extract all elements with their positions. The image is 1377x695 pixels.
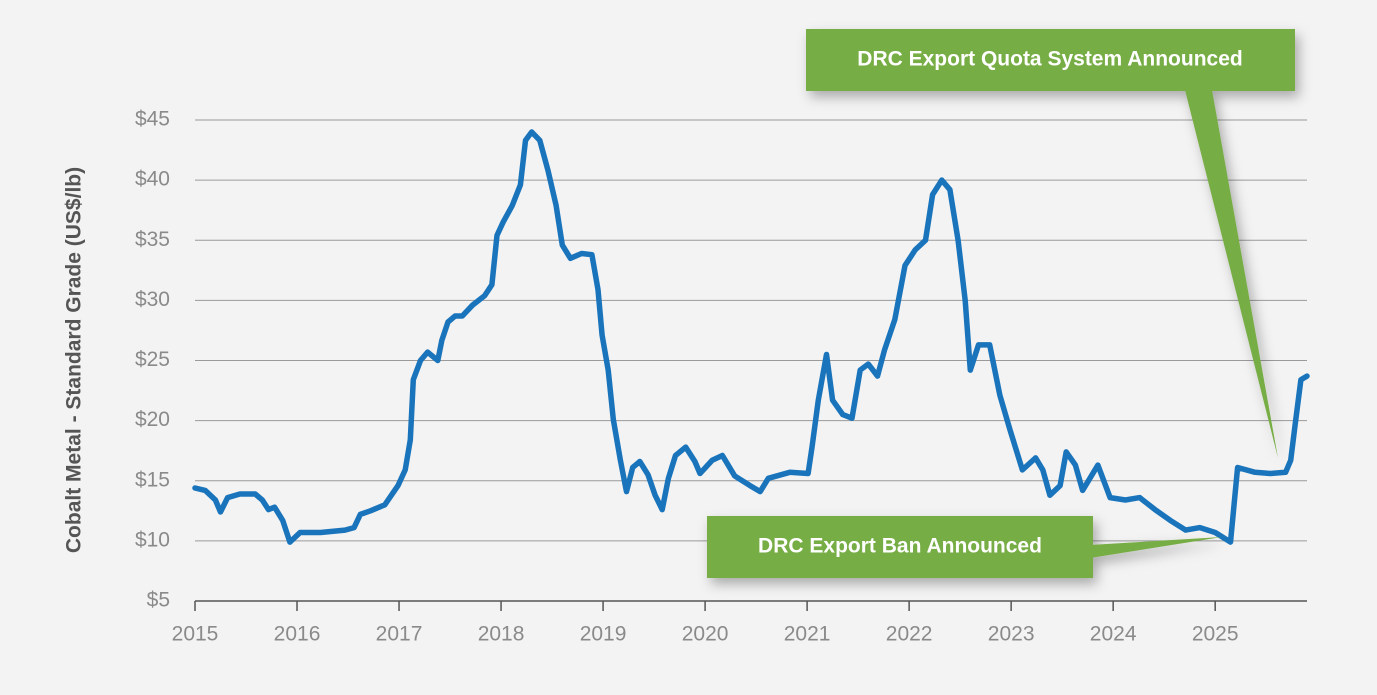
y-tick-label: $15 bbox=[135, 468, 170, 491]
x-tick-label: 2025 bbox=[1192, 623, 1239, 646]
y-tick-label: $20 bbox=[135, 408, 170, 431]
y-tick-label: $35 bbox=[135, 228, 170, 251]
x-tick-label: 2022 bbox=[886, 623, 933, 646]
x-tick-label: 2017 bbox=[376, 623, 423, 646]
grid bbox=[195, 119, 1307, 542]
y-tick-label: $45 bbox=[135, 108, 170, 131]
callout-pointer bbox=[1185, 90, 1278, 458]
y-tick-label: $10 bbox=[135, 528, 170, 551]
x-tick-label: 2019 bbox=[580, 623, 627, 646]
x-tick-label: 2024 bbox=[1090, 623, 1137, 646]
x-tick-label: 2016 bbox=[274, 623, 321, 646]
annotation-text: DRC Export Ban Announced bbox=[758, 535, 1042, 558]
annotation-text: DRC Export Quota System Announced bbox=[857, 48, 1242, 71]
y-tick-label: $40 bbox=[135, 168, 170, 191]
y-tick-label: $30 bbox=[135, 288, 170, 311]
callout-box bbox=[806, 29, 1295, 91]
x-tick-label: 2023 bbox=[988, 623, 1035, 646]
annotation-ban: DRC Export Ban Announced bbox=[707, 516, 1222, 578]
x-tick-label: 2015 bbox=[172, 623, 219, 646]
plot bbox=[192, 129, 1310, 545]
y-tick-label: $25 bbox=[135, 348, 170, 371]
series-line bbox=[192, 129, 1310, 545]
x-tick-label: 2020 bbox=[682, 623, 729, 646]
x-tick-label: 2018 bbox=[478, 623, 525, 646]
callout-box bbox=[707, 516, 1093, 578]
y-axis-label: Cobalt Metal - Standard Grade (US$/lb) bbox=[63, 167, 86, 553]
y-tick-label: $5 bbox=[147, 589, 170, 612]
callout-pointer bbox=[1090, 537, 1222, 558]
x-tick-label: 2021 bbox=[784, 623, 831, 646]
annotation-quota: DRC Export Quota System Announced bbox=[806, 29, 1295, 458]
